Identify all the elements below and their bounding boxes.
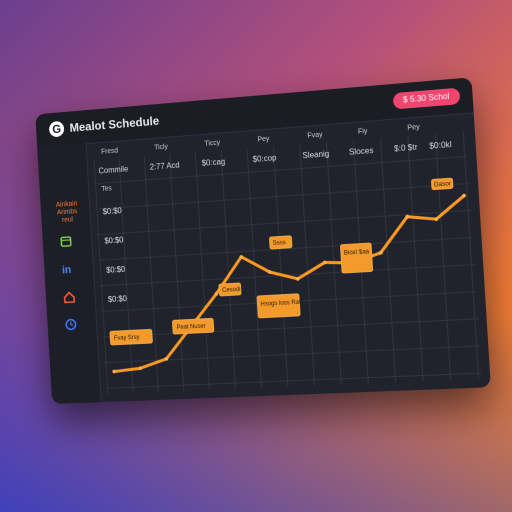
- svg-text:in: in: [62, 264, 72, 275]
- row-header-cell: $0:cop: [252, 153, 277, 164]
- annotation-tag[interactable]: Fvay Srsy: [110, 329, 153, 345]
- grid-line-vertical: [144, 156, 158, 392]
- annotation-tag[interactable]: Ssss: [269, 236, 292, 249]
- schedule-window: G Mealot Schedule $ 5:30 Schol Ainkain A…: [35, 77, 491, 404]
- grid-line-vertical: [435, 134, 450, 381]
- y-axis-labels: $0:$0 $0:$0 $0:$0 $0:$0: [103, 206, 128, 304]
- annotation-tag[interactable]: Hsogs loss Rats: [257, 293, 305, 317]
- grid-line-vertical: [408, 136, 423, 382]
- clock-icon[interactable]: [64, 317, 78, 331]
- column-header: Fresd: [101, 147, 118, 155]
- column-header: Pey: [257, 136, 270, 144]
- chart-area: Fresd Ticly Ticcy Pey Fvay Fiy Pey Commi…: [91, 115, 482, 394]
- row-header-cell: Sloces: [349, 146, 374, 157]
- schedule-chart: Fresd Ticly Ticcy Pey Fvay Fiy Pey Commi…: [91, 115, 482, 394]
- annotation-text: Ssss: [273, 240, 286, 247]
- grid-line-vertical: [380, 138, 395, 383]
- row-header-cell: $0:cag: [202, 157, 226, 168]
- annotation-tags: Fvay Srsy Peat Nuser Cesodi Ssss Hsogs l…: [102, 178, 461, 345]
- app-title: Mealot Schedule: [69, 114, 159, 135]
- sidebar-brand-sub: reul: [47, 215, 88, 226]
- linkedin-icon[interactable]: in: [61, 261, 75, 275]
- grid-line-horizontal: [97, 210, 472, 234]
- column-header: Fvay: [307, 131, 323, 139]
- sub-label: Tes: [101, 185, 112, 193]
- annotation-tag[interactable]: Bicel $aa: [340, 243, 372, 273]
- grid-line-vertical: [170, 154, 184, 391]
- grid-line-vertical: [463, 132, 479, 380]
- grid-line-horizontal: [103, 319, 478, 337]
- grid-line-horizontal: [106, 373, 482, 388]
- column-header: Pey: [407, 124, 421, 132]
- row-header-cell: $0:0kl: [429, 140, 452, 151]
- grid-line-vertical: [195, 152, 209, 390]
- app-logo: G: [49, 121, 65, 138]
- grid-line-vertical: [273, 146, 288, 387]
- annotation-tag[interactable]: Cesodi: [219, 283, 241, 296]
- header-action-button[interactable]: $ 5:30 Schol: [392, 88, 460, 110]
- row-header-cell: Commile: [98, 164, 128, 175]
- sidebar-brand: Ainkain Arimbs reul: [46, 200, 88, 226]
- grid-line-horizontal: [95, 183, 470, 209]
- y-axis-label: $0:$0: [103, 206, 123, 216]
- row-header-cell: $:0 $tr: [394, 142, 418, 153]
- annotation-tag[interactable]: Peat Nuser: [172, 318, 214, 334]
- row-header-cell: Sleanig: [302, 149, 329, 160]
- y-axis-label: $0:$0: [106, 265, 126, 275]
- annotation-text: Gasor: [434, 181, 452, 188]
- row-header-cell: 2:77 Acd: [149, 160, 179, 171]
- annotation-tag[interactable]: Gasor: [431, 178, 453, 190]
- calendar-icon[interactable]: [59, 234, 73, 248]
- annotation-text: Fvay Srsy: [114, 335, 140, 342]
- y-axis-label: $0:$0: [108, 294, 128, 304]
- grid-line-vertical: [300, 144, 315, 386]
- annotation-text: Cesodi: [222, 287, 241, 294]
- column-header: Ticcy: [204, 139, 221, 147]
- y-axis-label: $0:$0: [104, 235, 124, 245]
- column-header: Ticly: [154, 144, 169, 152]
- series-layer: [103, 194, 476, 374]
- home-icon[interactable]: [62, 290, 76, 304]
- grid-line-vertical: [119, 158, 133, 393]
- column-header: Fiy: [358, 128, 369, 136]
